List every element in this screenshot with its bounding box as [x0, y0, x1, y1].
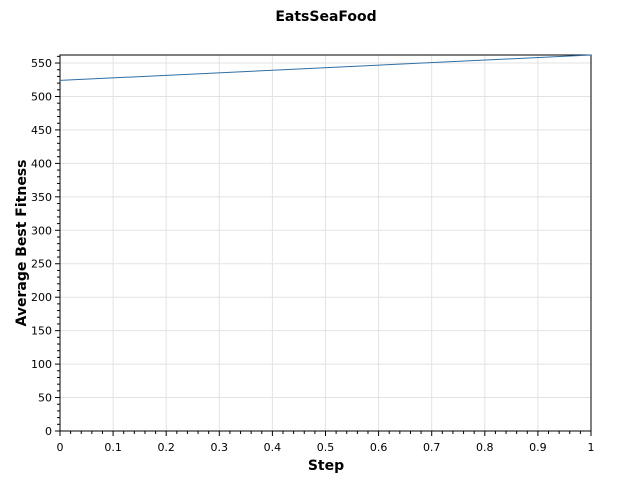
x-axis-title: Step [308, 458, 344, 474]
grid [60, 55, 591, 431]
y-tick-label: 550 [31, 57, 52, 70]
chart-title: EatsSeaFood [275, 9, 376, 25]
y-axis-title: Average Best Fitness [14, 160, 30, 327]
y-tick-label: 400 [31, 157, 52, 170]
axes: 0 0.1 0.2 0.3 0.4 0.5 0.6 0.7 0.8 0.9 1 0 50 100 150 20… [31, 55, 595, 454]
x-tick-label: 1 [588, 441, 595, 454]
x-tick-label: 0.6 [370, 441, 388, 454]
x-tick-label: 0.1 [104, 441, 122, 454]
x-tick-label: 0.7 [423, 441, 441, 454]
y-tick-label: 450 [31, 124, 52, 137]
y-tick-label: 100 [31, 358, 52, 371]
x-tick-label: 0.3 [211, 441, 229, 454]
y-tick-label: 500 [31, 90, 52, 103]
x-tick-label: 0.5 [317, 441, 335, 454]
y-tick-label: 200 [31, 291, 52, 304]
y-tick-label: 300 [31, 224, 52, 237]
x-tick-label: 0.9 [529, 441, 547, 454]
x-tick-label: 0.4 [264, 441, 282, 454]
y-tick-label: 0 [45, 425, 52, 438]
y-tick-label: 150 [31, 325, 52, 338]
y-tick-label: 250 [31, 258, 52, 271]
series-group [59, 54, 592, 81]
y-tick-label: 50 [38, 392, 52, 405]
x-tick-label: 0.8 [476, 441, 494, 454]
y-tick-label: 350 [31, 191, 52, 204]
x-tick-label: 0 [57, 441, 64, 454]
series-line [59, 54, 592, 81]
x-tick-label: 0.2 [157, 441, 175, 454]
